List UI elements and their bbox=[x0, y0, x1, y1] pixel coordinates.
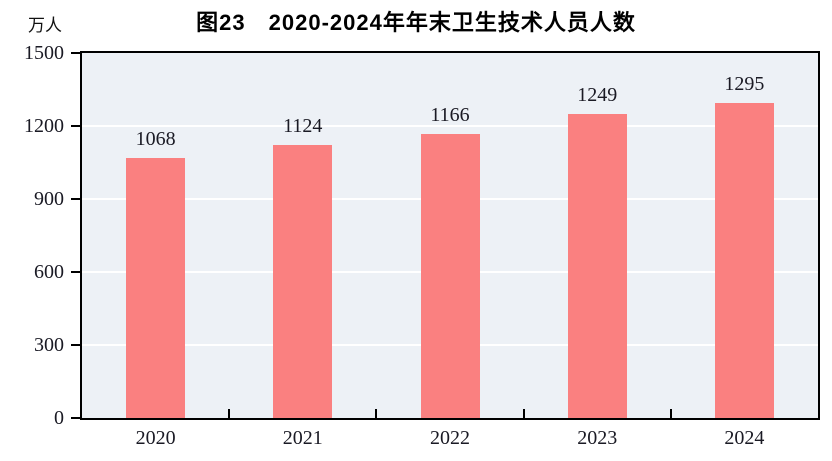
y-axis-tick-marks bbox=[71, 51, 80, 420]
bar-2023 bbox=[567, 114, 627, 418]
y-tick-label: 900 bbox=[34, 188, 64, 210]
x-tick-label-2024: 2024 bbox=[724, 427, 765, 449]
bar-2022 bbox=[420, 134, 480, 418]
y-tick-mark bbox=[71, 271, 80, 273]
y-tick-mark bbox=[71, 125, 80, 127]
bar-value-label: 1295 bbox=[724, 72, 765, 95]
y-tick-mark bbox=[71, 417, 80, 419]
y-tick-mark bbox=[71, 52, 80, 54]
y-tick-mark bbox=[71, 344, 80, 346]
bar-value-label: 1166 bbox=[430, 104, 470, 127]
y-tick-label: 1500 bbox=[24, 42, 64, 64]
gridline bbox=[82, 125, 818, 127]
y-tick-label: 1200 bbox=[24, 115, 64, 137]
bar-2021 bbox=[273, 144, 333, 418]
x-axis-tick-mark bbox=[228, 409, 231, 418]
y-axis-tick-labels: 0 300 600 900 1200 1500 bbox=[0, 42, 64, 429]
chart-title: 图23 2020-2024年年末卫生技术人员人数 bbox=[196, 10, 636, 35]
y-tick-label: 600 bbox=[34, 261, 64, 283]
plot-area: 1068 1124 1166 1249 1295 bbox=[80, 51, 820, 420]
y-tick-label: 0 bbox=[54, 407, 64, 429]
x-tick-label-2023: 2023 bbox=[577, 427, 618, 449]
bar-value-label: 1249 bbox=[577, 84, 618, 107]
y-tick-mark bbox=[71, 198, 80, 200]
x-axis-tick-mark bbox=[669, 409, 672, 418]
y-axis-unit-label: 万人 bbox=[28, 16, 62, 35]
bar-value-label: 1068 bbox=[135, 128, 176, 151]
x-axis-tick-mark bbox=[375, 409, 378, 418]
x-tick-label-2021: 2021 bbox=[282, 427, 323, 449]
bar-2024 bbox=[714, 102, 774, 418]
bar-2020 bbox=[126, 158, 186, 418]
bar-value-label: 1124 bbox=[283, 114, 323, 137]
x-tick-label-2020: 2020 bbox=[135, 427, 176, 449]
x-axis-tick-labels: 2020 2021 2022 2023 2024 bbox=[80, 427, 820, 455]
x-tick-label-2022: 2022 bbox=[430, 427, 470, 449]
y-tick-label: 300 bbox=[34, 334, 64, 356]
x-axis-tick-mark bbox=[522, 409, 525, 418]
plot-inner: 1068 1124 1166 1249 1295 bbox=[82, 53, 818, 418]
